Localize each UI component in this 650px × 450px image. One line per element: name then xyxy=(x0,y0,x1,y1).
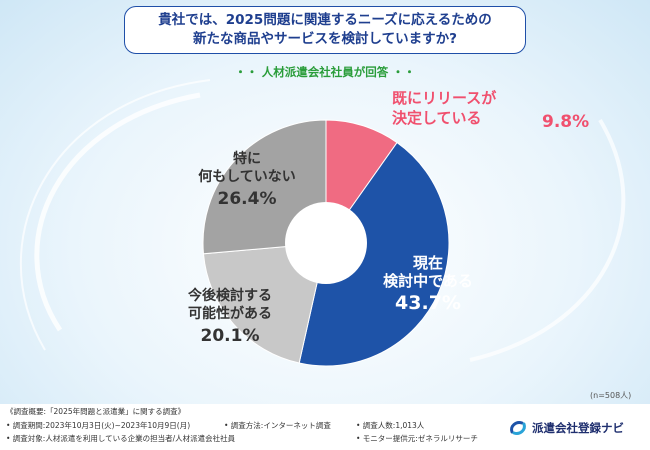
label-nothing-line2: 何もしていない xyxy=(198,169,296,185)
logo-swirl-icon xyxy=(510,421,526,435)
title-line-2: 新たな商品やサービスを検討していますか? xyxy=(193,31,457,47)
title-box: 貴社では、2025問題に関連するニーズに応えるための 新たな商品やサービスを検討… xyxy=(124,6,526,54)
label-nothing-line1: 特に xyxy=(233,151,261,167)
survey-outline: 《調査概要:「2025年問題と派遣業」に関する調査》 xyxy=(6,407,186,416)
label-released-line2: 決定している xyxy=(392,109,482,127)
logo-text: 派遣会社登録ナビ xyxy=(532,421,624,435)
label-nothing: 特に 何もしていない 26.4% xyxy=(186,150,308,208)
subtitle: ・・ 人材派遣会社社員が回答 ・・ xyxy=(234,65,416,79)
slice-may-consider xyxy=(202,242,327,364)
value-released: 9.8% xyxy=(542,112,590,132)
survey-provider: • モニター提供元:ゼネラルリサーチ xyxy=(356,434,478,443)
label-considering-line1: 現在 xyxy=(412,254,443,272)
survey-target: • 調査対象:人材派遣を利用している企業の担当者/人材派遣会社社員 xyxy=(6,434,236,443)
value-may-consider: 20.1% xyxy=(200,326,260,346)
title-line-1: 貴社では、2025問題に関連するニーズに応えるための xyxy=(158,12,492,28)
logo: 派遣会社登録ナビ xyxy=(508,418,624,438)
label-released: 既にリリースが 決定している 9.8% xyxy=(392,88,589,132)
label-may-consider-line2: 可能性がある xyxy=(188,306,272,322)
sample-size-note: (n=508人) xyxy=(590,391,632,400)
survey-period: • 調査期間:2023年10月3日(火)~2023年10月9日(月) xyxy=(6,421,191,430)
footer: 《調査概要:「2025年問題と派遣業」に関する調査》 • 調査期間:2023年1… xyxy=(0,404,650,450)
label-released-line1: 既にリリースが xyxy=(392,89,497,107)
donut-hole xyxy=(285,202,367,284)
label-considering-line2: 検討中である xyxy=(383,272,473,290)
label-may-consider-line1: 今後検討する xyxy=(188,288,272,304)
value-considering: 43.7% xyxy=(395,292,461,314)
label-may-consider: 今後検討する 可能性がある 20.1% xyxy=(168,287,292,345)
slice-considering xyxy=(298,141,450,367)
value-nothing: 26.4% xyxy=(217,189,277,209)
survey-count: • 調査人数:1,013人 xyxy=(356,421,425,430)
survey-method: • 調査方法:インターネット調査 xyxy=(224,421,331,430)
label-considering: 現在 検討中である 43.7% xyxy=(366,254,490,314)
